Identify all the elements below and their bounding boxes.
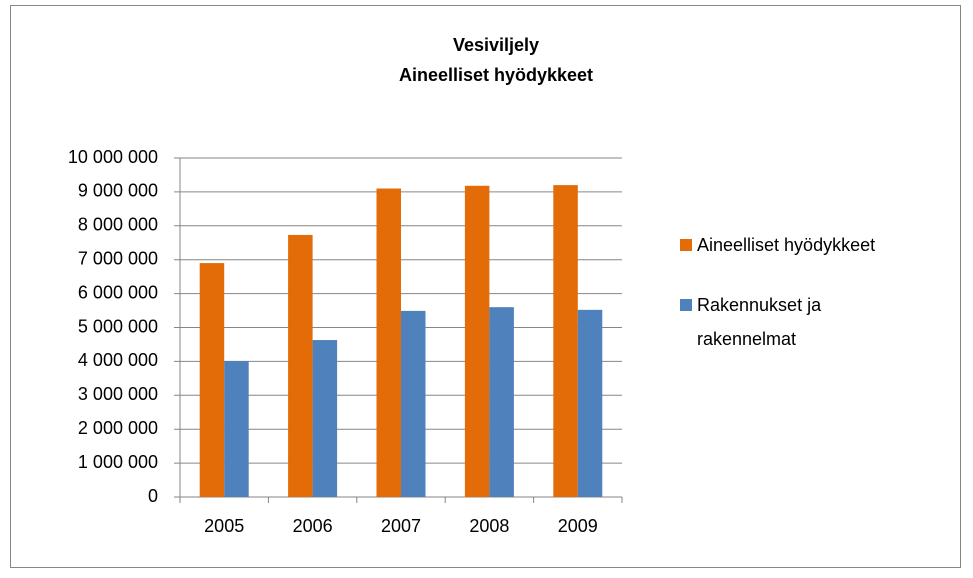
legend-item: Aineelliset hyödykkeet [680, 228, 910, 262]
chart-title: Vesiviljely [453, 35, 539, 55]
legend-swatch [680, 299, 692, 311]
legend-label: Rakennukset ja rakennelmat [697, 295, 822, 349]
bar [288, 234, 313, 497]
y-tick-label: 6 000 000 [78, 282, 158, 302]
x-tick-label: 2009 [558, 516, 598, 536]
bar [312, 340, 338, 497]
bar [401, 310, 426, 497]
bar [489, 307, 514, 497]
legend-label: Aineelliset hyödykkeet [697, 235, 876, 255]
y-tick-label: 3 000 000 [78, 384, 158, 404]
legend-item: Rakennukset ja rakennelmat [680, 288, 910, 356]
y-tick-label: 10 000 000 [68, 147, 158, 167]
bar [376, 188, 401, 497]
y-tick-label: 8 000 000 [78, 215, 158, 235]
y-tick-label: 7 000 000 [78, 248, 158, 268]
y-tick-label: 0 [148, 486, 158, 506]
bar [464, 185, 490, 497]
y-tick-label: 9 000 000 [78, 181, 158, 201]
y-tick-label: 5 000 000 [78, 316, 158, 336]
x-tick-label: 2008 [469, 516, 509, 536]
y-tick-label: 1 000 000 [78, 452, 158, 472]
bar [553, 185, 578, 497]
x-tick-label: 2005 [204, 516, 244, 536]
legend: Aineelliset hyödykkeet Rakennukset ja rak… [680, 228, 910, 382]
bar [224, 361, 249, 497]
x-tick-label: 2007 [381, 516, 421, 536]
chart-subtitle: Aineelliset hyödykkeet [399, 65, 593, 85]
x-tick-label: 2006 [293, 516, 333, 536]
legend-swatch [680, 239, 692, 251]
bar [577, 309, 603, 497]
bar [199, 263, 225, 497]
y-tick-label: 2 000 000 [78, 418, 158, 438]
y-tick-label: 4 000 000 [78, 350, 158, 370]
